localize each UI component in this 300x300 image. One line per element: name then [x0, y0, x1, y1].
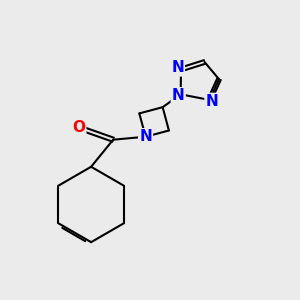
Text: O: O [72, 120, 85, 135]
Text: N: N [172, 88, 184, 103]
Text: N: N [171, 60, 184, 75]
Text: N: N [206, 94, 218, 109]
Text: N: N [139, 129, 152, 144]
